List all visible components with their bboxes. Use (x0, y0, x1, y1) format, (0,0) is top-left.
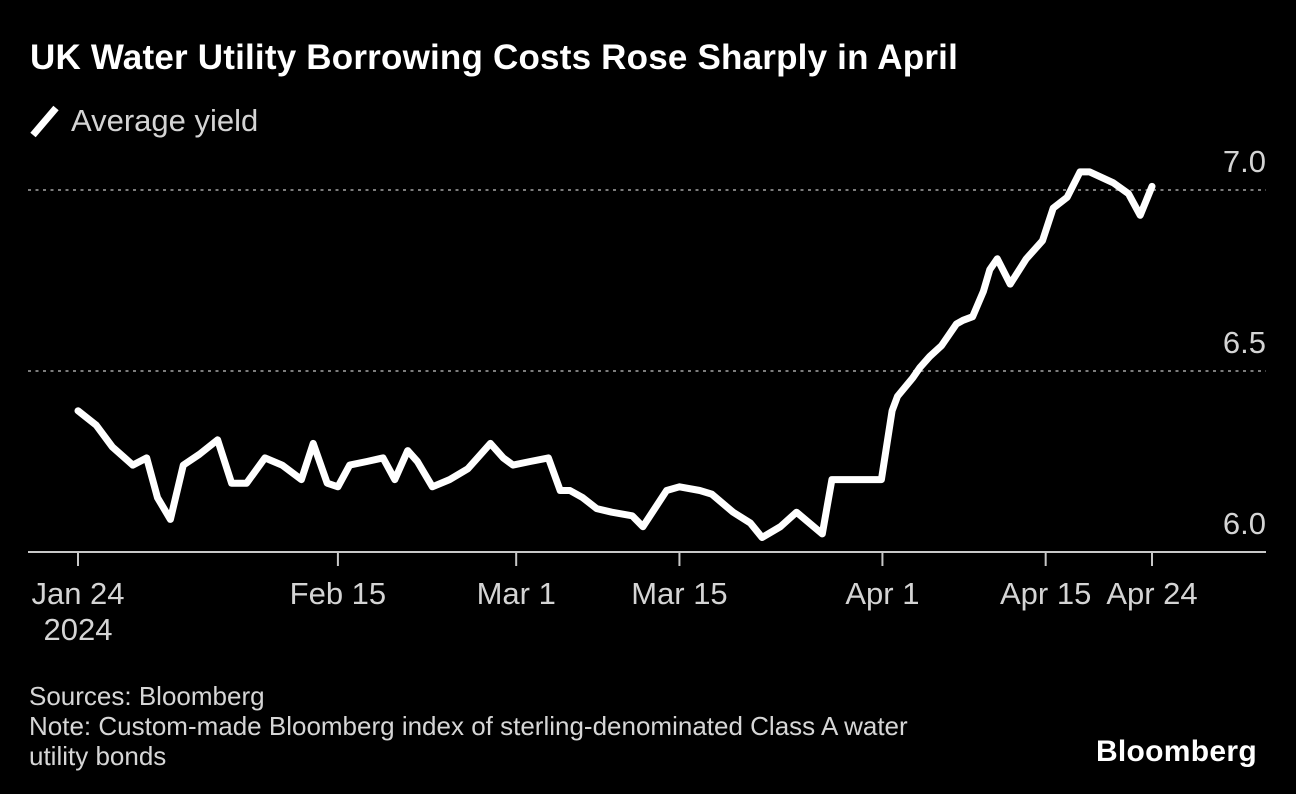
y-tick-label: 6.0 (1223, 506, 1266, 541)
note-line: Note: Custom-made Bloomberg index of ste… (29, 711, 908, 741)
average-yield-line (74, 168, 1156, 541)
legend-label: Average yield (71, 103, 259, 138)
x-tick-label: Mar 15 (631, 576, 727, 611)
x-tick-label: Apr 1 (845, 576, 919, 611)
x-tick-label: Apr 15 (1000, 576, 1091, 611)
y-tick-label: 6.5 (1223, 325, 1266, 360)
line-series-icon (30, 105, 59, 138)
y-tick-label: 7.0 (1223, 144, 1266, 179)
sources-text: Sources: Bloomberg (29, 681, 265, 711)
chart-title: UK Water Utility Borrowing Costs Rose Sh… (30, 38, 959, 77)
x-tick-label: Mar 1 (477, 576, 556, 611)
x-tick-label: Apr 24 (1106, 576, 1197, 611)
x-tick-sublabel: 2024 (44, 612, 113, 647)
bloomberg-logo: Bloomberg (1095, 735, 1257, 768)
legend: Average yield (30, 102, 258, 140)
note-line: utility bonds (29, 741, 167, 771)
x-tick-label: Feb 15 (290, 576, 387, 611)
x-tick-label: Jan 24 (31, 576, 124, 611)
chart-footer: Sources: Bloomberg Note: Custom-made Blo… (29, 681, 908, 771)
